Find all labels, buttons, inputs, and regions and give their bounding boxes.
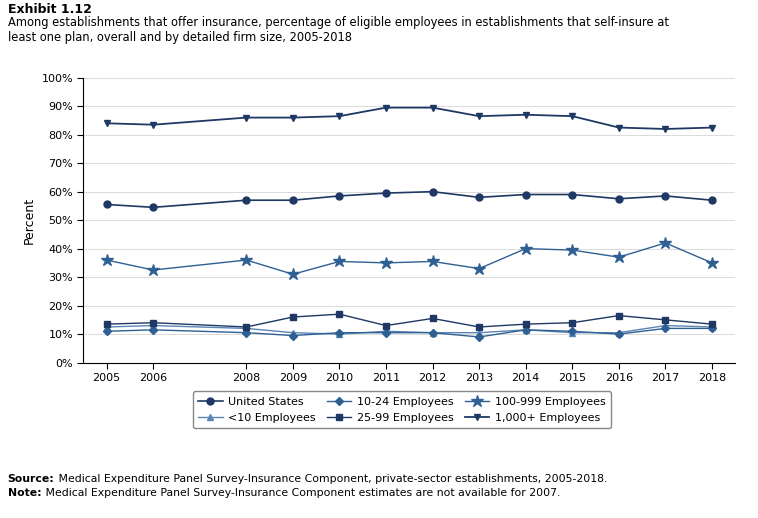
Y-axis label: Percent: Percent xyxy=(23,197,36,243)
Text: Among establishments that offer insurance, percentage of eligible employees in e: Among establishments that offer insuranc… xyxy=(8,16,669,44)
Text: Exhibit 1.12: Exhibit 1.12 xyxy=(8,3,92,16)
Legend: United States, <10 Employees, 10-24 Employees, 25-99 Employees, 100-999 Employee: United States, <10 Employees, 10-24 Empl… xyxy=(193,392,611,428)
Text: Medical Expenditure Panel Survey-Insurance Component estimates are not available: Medical Expenditure Panel Survey-Insuran… xyxy=(42,488,560,498)
Text: Medical Expenditure Panel Survey-Insurance Component, private-sector establishme: Medical Expenditure Panel Survey-Insuran… xyxy=(55,474,607,484)
Text: Source:: Source: xyxy=(8,474,55,484)
Text: Note:: Note: xyxy=(8,488,41,498)
